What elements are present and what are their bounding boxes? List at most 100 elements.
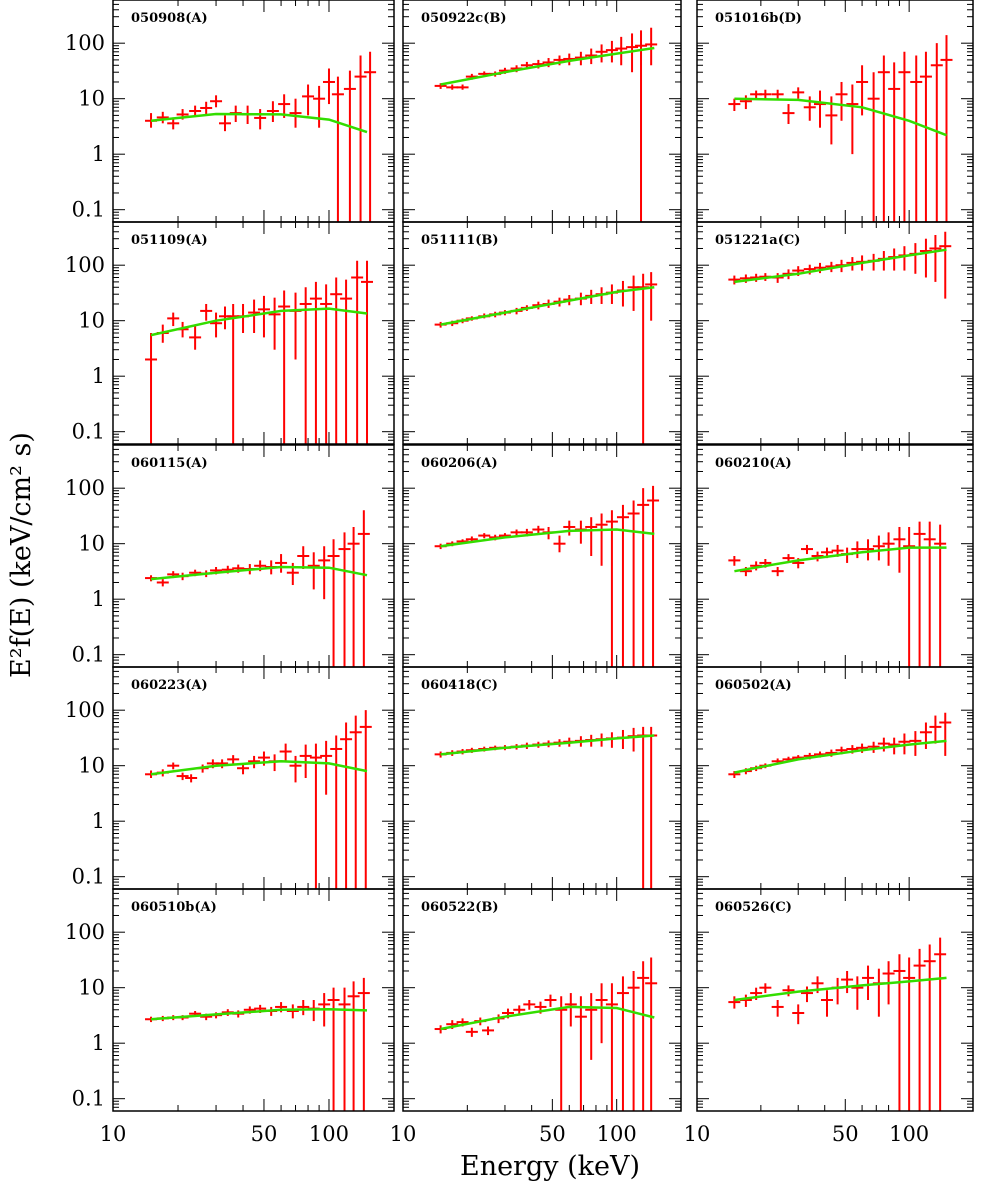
- y-tick-label: 0.1: [72, 643, 105, 667]
- model-curve: [734, 976, 947, 1002]
- panel-frame: [112, 444, 395, 668]
- x-tick-label: 100: [597, 1122, 637, 1146]
- x-tick-label: 10: [390, 1122, 417, 1146]
- data-series: [145, 510, 370, 667]
- data-series: [145, 51, 377, 222]
- spectrum-panel: 060510b(A) 0.1 1 10 100 10 50 100: [65, 888, 395, 1146]
- y-tick-label: 100: [65, 253, 105, 277]
- y-axis-title: E²f(E) (keV/cm² s): [6, 432, 37, 678]
- y-tick-label: 10: [78, 532, 105, 556]
- model-curve: [734, 248, 947, 284]
- x-axis-title: Energy (keV): [460, 1151, 640, 1182]
- panel-title: 051016b(D): [715, 11, 802, 26]
- y-tick-label: 10: [78, 87, 105, 111]
- panel-title: 060522(B): [421, 900, 499, 915]
- data-series: [434, 957, 658, 1111]
- panel-frame: [402, 888, 682, 1112]
- y-tick-label: 10: [78, 754, 105, 778]
- spectrum-panel: 051221a(C): [696, 221, 974, 445]
- data-series: [728, 35, 953, 222]
- panel-frame: [402, 444, 682, 668]
- model-curve: [440, 528, 655, 548]
- data-series: [728, 521, 947, 667]
- spectrum-panel: 060115(A) 0.1 1 10 100: [65, 444, 395, 668]
- panel-title: 051109(A): [131, 233, 208, 248]
- panel-title: 060418(C): [421, 678, 498, 693]
- y-tick-label: 100: [65, 920, 105, 944]
- data-series: [145, 260, 374, 444]
- spectrum-panel: 060526(C) 10 50 100: [684, 888, 974, 1146]
- y-tick-label: 1: [92, 809, 105, 833]
- spectrum-panel: 050922c(B): [402, 0, 682, 223]
- panel-frame: [112, 221, 395, 445]
- x-tick-label: 50: [539, 1122, 566, 1146]
- y-tick-label: 10: [78, 976, 105, 1000]
- data-series: [728, 231, 952, 299]
- model-curve: [734, 97, 947, 137]
- y-tick-label: 0.1: [72, 198, 105, 222]
- y-tick-label: 100: [65, 698, 105, 722]
- y-tick-label: 10: [78, 309, 105, 333]
- y-tick-label: 100: [65, 31, 105, 55]
- panel-title: 060206(A): [421, 456, 498, 471]
- x-tick-label: 100: [889, 1122, 929, 1146]
- panel-frame: [112, 666, 395, 890]
- spectrum-panel: 060206(A): [402, 444, 682, 668]
- panel-frame: [112, 0, 395, 223]
- data-series: [145, 977, 370, 1111]
- model-curve: [150, 307, 368, 337]
- y-tick-label: 0.1: [72, 865, 105, 889]
- model-curve: [150, 760, 368, 776]
- data-series: [434, 272, 658, 444]
- panel-title: 060526(C): [715, 900, 792, 915]
- model-curve: [734, 546, 947, 573]
- spectrum-panel: 051111(B): [402, 221, 682, 445]
- x-tick-label: 10: [684, 1122, 711, 1146]
- y-tick-label: 1: [92, 1031, 105, 1055]
- model-curve: [150, 565, 368, 581]
- y-tick-label: 1: [92, 142, 105, 166]
- y-tick-label: 100: [65, 476, 105, 500]
- panel-frame: [696, 0, 974, 223]
- model-curve: [440, 734, 655, 756]
- y-tick-label: 1: [92, 587, 105, 611]
- model-curve: [440, 1005, 655, 1031]
- panel-title: 060210(A): [715, 456, 792, 471]
- spectrum-panel: 051016b(D): [696, 0, 974, 223]
- y-tick-label: 1: [92, 364, 105, 388]
- panel-title: 050908(A): [131, 11, 208, 26]
- panel-title: 051221a(C): [715, 233, 800, 248]
- panel-title: 060115(A): [131, 456, 208, 471]
- panel-frame: [696, 221, 974, 445]
- data-series: [434, 726, 658, 889]
- panel-frame: [402, 221, 682, 445]
- panel-frame: [402, 666, 682, 890]
- panel-frame: [696, 666, 974, 890]
- model-curve: [440, 46, 655, 86]
- panel-title: 060223(A): [131, 678, 208, 693]
- panel-frame: [112, 888, 395, 1112]
- data-series: [434, 485, 660, 667]
- spectrum-panel: 060210(A): [696, 444, 974, 668]
- spectrum-panel: 060418(C): [402, 666, 682, 890]
- model-curve: [150, 112, 368, 134]
- panel-title: 060502(A): [715, 678, 792, 693]
- y-tick-label: 0.1: [72, 420, 105, 444]
- panel-frame: [402, 0, 682, 223]
- panel-title: 050922c(B): [421, 11, 506, 26]
- model-curve: [734, 739, 947, 774]
- x-tick-label: 10: [100, 1122, 127, 1146]
- data-series: [434, 27, 658, 222]
- panel-frame: [696, 888, 974, 1112]
- x-tick-label: 50: [832, 1122, 859, 1146]
- panel-title: 060510b(A): [131, 900, 217, 915]
- panel-grid: 050908(A) 0.1 1 10 100 050922c(B) 051016b(D) 05…: [65, 0, 974, 1146]
- panel-title: 051111(B): [421, 233, 499, 248]
- data-series: [728, 712, 952, 778]
- model-curve: [440, 286, 655, 326]
- data-series: [728, 937, 947, 1111]
- spectrum-panel: 050908(A) 0.1 1 10 100: [65, 0, 395, 223]
- spectrum-panel: 060223(A) 0.1 1 10 100: [65, 666, 395, 890]
- spectrum-panel: 060522(B) 10 50 100: [390, 888, 682, 1146]
